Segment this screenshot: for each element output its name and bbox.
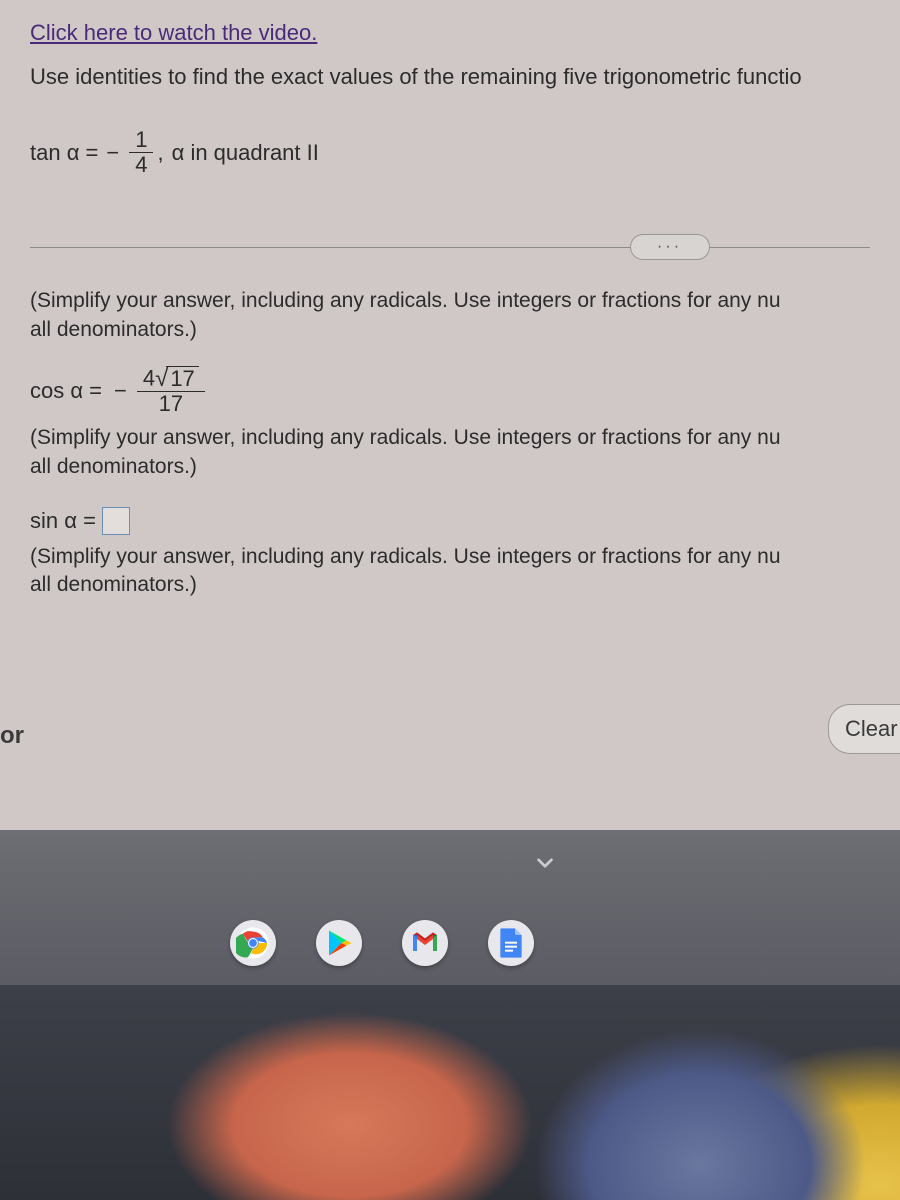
clear-button[interactable]: Clear — [828, 704, 900, 754]
sin-answer-input[interactable] — [102, 507, 130, 535]
taskbar-icons — [230, 920, 534, 966]
play-store-icon[interactable] — [316, 920, 362, 966]
desktop-wallpaper — [0, 985, 900, 1200]
sin-simplify-line1: (Simplify your answer, including any rad… — [30, 545, 781, 568]
gmail-icon[interactable] — [402, 920, 448, 966]
fraction-denominator: 4 — [129, 153, 153, 177]
instruction-text: Use identities to find the exact values … — [30, 64, 900, 90]
cos-fraction: 4√17 17 — [137, 366, 205, 416]
chevron-down-icon[interactable] — [532, 850, 558, 876]
cos-answer-row: cos α = − 4√17 17 — [30, 366, 900, 416]
cos-sign: − — [114, 378, 127, 404]
fraction-one-fourth: 1 4 — [129, 128, 153, 177]
taskbar — [0, 830, 900, 985]
cos-num-coeff: 4 — [143, 366, 155, 391]
cos-simplify-line2: all denominators.) — [30, 455, 197, 478]
minus-sign: − — [106, 140, 119, 166]
cos-lhs: cos α = — [30, 378, 102, 404]
or-label: or — [0, 722, 24, 750]
sin-lhs: sin α = — [30, 508, 96, 534]
simplify-line2: all denominators.) — [30, 318, 197, 341]
more-options-button[interactable]: ∙∙∙ — [630, 234, 710, 260]
question-panel: Click here to watch the video. Use ident… — [0, 0, 900, 830]
docs-icon[interactable] — [488, 920, 534, 966]
cos-denominator: 17 — [153, 392, 189, 416]
tan-lhs: tan α = — [30, 140, 98, 166]
simplify-line1: (Simplify your answer, including any rad… — [30, 289, 781, 312]
simplify-note-truncated: (Simplify your answer, including any rad… — [30, 287, 900, 344]
chrome-icon[interactable] — [230, 920, 276, 966]
cos-radicand: 17 — [166, 366, 198, 391]
cos-simplify-line1: (Simplify your answer, including any rad… — [30, 426, 781, 449]
divider-row: ∙∙∙ — [30, 237, 900, 257]
cos-numerator: 4√17 — [137, 366, 205, 392]
sin-simplify-note: (Simplify your answer, including any rad… — [30, 543, 900, 600]
cos-simplify-note: (Simplify your answer, including any rad… — [30, 424, 900, 481]
divider-line — [30, 247, 870, 248]
sin-answer-row: sin α = — [30, 507, 900, 535]
sin-simplify-line2: all denominators.) — [30, 573, 197, 596]
given-equation: tan α = − 1 4 , α in quadrant II — [30, 128, 900, 177]
sqrt-17: √17 — [155, 366, 199, 391]
comma: , — [157, 140, 163, 166]
quadrant-condition: α in quadrant II — [172, 140, 319, 166]
watch-video-link[interactable]: Click here to watch the video. — [30, 20, 317, 45]
fraction-numerator: 1 — [129, 128, 153, 153]
